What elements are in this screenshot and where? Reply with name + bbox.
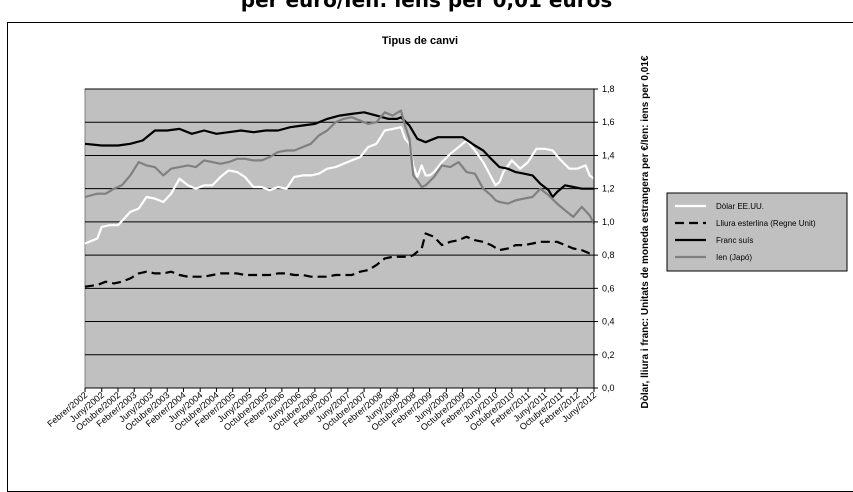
chart-title: Tipus de canvi [382, 35, 458, 47]
y-tick-label: 0,2 [602, 350, 615, 360]
legend-label: Ien (Japó) [716, 253, 752, 262]
legend-label: Lliura esterlina (Regne Unit) [716, 219, 816, 228]
y-tick-label: 0,4 [602, 317, 615, 327]
y-tick-label: 0,0 [602, 383, 615, 393]
y-tick-label: 1,6 [602, 117, 615, 127]
legend: Dòlar EE.UU. Lliura esterlina (Regne Unit… [666, 192, 848, 272]
series-lines [84, 109, 595, 288]
y-tick-label: 0,6 [602, 283, 615, 293]
series-line-3 [84, 111, 594, 199]
y-tick-label: 1,2 [602, 184, 615, 194]
page-title: per euro/Ien: iens per 0,01 euros [240, 0, 613, 12]
y-axis: 0,0 0,2 0,4 0,6 0,8 1,0 1,2 1,4 1,6 1,8 [593, 84, 615, 393]
series-line-4 [84, 109, 595, 225]
y-tick-label: 1,8 [602, 84, 615, 94]
y-axis-label: Dòlar, lliura i franc: Unitats de moneda… [640, 55, 651, 408]
x-axis: Febrer/2002Juny/2002Octubre/2002Febrer/2… [45, 387, 598, 433]
legend-label: Franc suís [716, 236, 753, 245]
y-tick-label: 1,0 [602, 217, 615, 227]
y-tick-label: 1,4 [602, 150, 615, 160]
gridlines [85, 88, 594, 356]
series-line-2 [84, 232, 594, 288]
y-tick-label: 0,8 [602, 250, 615, 260]
plot-area [84, 88, 595, 389]
legend-label: Dòlar EE.UU. [716, 202, 764, 211]
series-line-1 [84, 126, 595, 245]
